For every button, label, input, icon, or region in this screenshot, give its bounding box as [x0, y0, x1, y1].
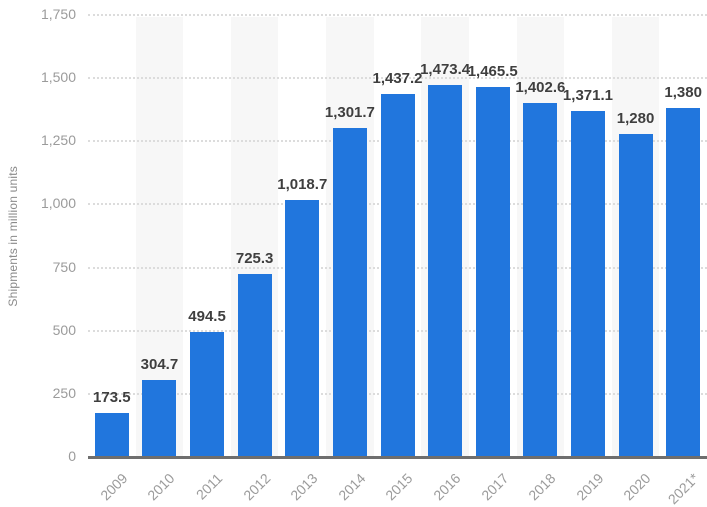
y-axis-tick-label: 500	[52, 321, 76, 338]
bar[interactable]	[332, 128, 367, 457]
x-axis-tick-label: 2020	[620, 470, 654, 504]
bar[interactable]	[666, 108, 701, 457]
bar-value-label: 494.5	[188, 308, 226, 326]
x-axis-tick-label: 2010	[144, 470, 178, 504]
bar-value-label: 1,301.7	[324, 104, 375, 122]
bar-value-label: 1,465.5	[467, 62, 518, 80]
bar[interactable]	[618, 133, 653, 457]
bar[interactable]	[475, 86, 510, 457]
gridline	[88, 77, 707, 80]
y-axis-tick-label: 0	[68, 448, 76, 464]
bar-value-label: 1,380	[664, 84, 702, 102]
bar-value-label: 1,437.2	[372, 70, 423, 87]
y-axis-tick-label: 1,000	[40, 195, 76, 212]
y-axis-tick-label: 1,250	[40, 132, 76, 149]
bar-value-label: 173.5	[93, 389, 131, 407]
bar[interactable]	[285, 199, 320, 457]
bar[interactable]	[380, 94, 415, 457]
x-axis-tick-label: 2015	[382, 470, 416, 504]
gridline	[88, 14, 707, 16]
x-axis-tick-label: 2019	[572, 470, 607, 504]
bar[interactable]	[570, 110, 605, 457]
x-axis-tick-label: 2012	[239, 470, 273, 504]
x-axis-tick-label: 2021*	[664, 470, 702, 507]
bar-value-label: 1,280	[616, 109, 655, 127]
y-axis-tick-label: 250	[52, 384, 76, 401]
bar-value-label: 1,473.4	[420, 60, 471, 78]
x-axis-tick-label: 2014	[334, 470, 369, 504]
bar[interactable]	[142, 380, 177, 457]
x-axis-tick-label: 2017	[477, 470, 512, 504]
x-axis-tick-label: 2016	[430, 470, 464, 504]
bar-value-label: 304.7	[140, 356, 179, 374]
bar[interactable]	[94, 413, 129, 457]
bar-value-label: 1,371.1	[562, 86, 613, 104]
bar-value-label: 1,018.7	[277, 175, 328, 193]
bar[interactable]	[190, 332, 225, 457]
y-axis-tick-label: 1,500	[40, 69, 76, 86]
y-axis-tick-label: 750	[52, 258, 76, 275]
x-axis-tick-label: 2018	[525, 470, 559, 504]
y-axis-tick-label: 1,750	[40, 6, 76, 22]
bar[interactable]	[523, 102, 558, 457]
x-axis-tick-label: 2013	[287, 470, 321, 504]
x-axis-line	[88, 456, 707, 459]
bar-value-label: 725.3	[235, 249, 274, 267]
x-axis-tick-label: 2011	[192, 470, 226, 503]
bar[interactable]	[428, 84, 463, 457]
x-axis-tick-label: 2009	[96, 470, 131, 504]
bar-value-label: 1,402.6	[515, 78, 566, 96]
bar[interactable]	[237, 273, 272, 457]
